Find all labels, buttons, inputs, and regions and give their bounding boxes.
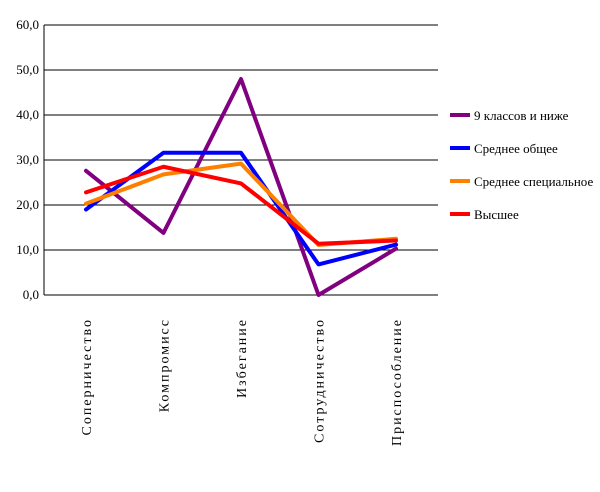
y-tick-label: 60,0 [16, 17, 39, 32]
legend: 9 классов и ниже Среднее общее Среднее спе… [450, 108, 593, 222]
x-tick-label: Соперничество [80, 318, 95, 435]
y-tick-label: 30,0 [16, 152, 39, 167]
y-tick-label: 10,0 [16, 242, 39, 257]
x-tick-label: Компромисс [158, 318, 173, 412]
y-tick-label: 20,0 [16, 197, 39, 212]
y-tick-label: 0,0 [23, 287, 39, 302]
axes: 0,0 10,0 20,0 30,0 40,0 50,0 60,0 Соперничество… [16, 17, 438, 446]
legend-label: Среднее специальное [474, 174, 593, 189]
series-lines [84, 77, 398, 297]
legend-label: Высшее [474, 207, 519, 222]
x-tick-label: Сотрудничество [313, 318, 328, 443]
y-tick-label: 50,0 [16, 62, 39, 77]
y-tick-label: 40,0 [16, 107, 39, 122]
x-tick-label: Приспособление [390, 318, 405, 446]
x-tick-label: Избегание [235, 318, 250, 398]
legend-label: Среднее общее [474, 141, 558, 156]
legend-label: 9 классов и ниже [474, 108, 569, 123]
grid [44, 24, 438, 251]
